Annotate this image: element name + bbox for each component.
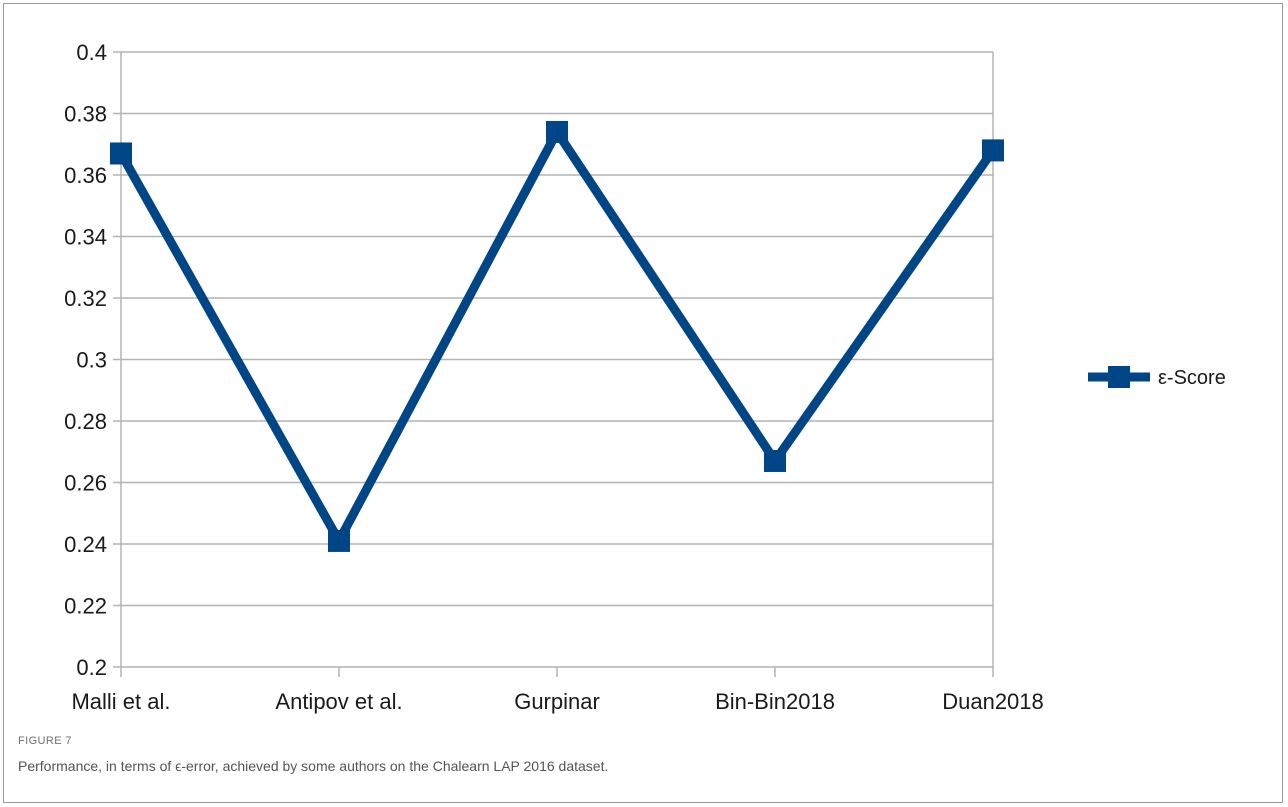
y-tick-label: 0.36 <box>64 163 107 188</box>
x-tick-label: Gurpinar <box>514 689 600 714</box>
y-tick-label: 0.26 <box>64 471 107 496</box>
legend-marker-swatch <box>1108 366 1130 388</box>
y-tick-label: 0.34 <box>64 225 107 250</box>
x-tick-label: Duan2018 <box>942 689 1044 714</box>
y-axis-ticks: 0.2 0.22 0.24 0.26 0.28 0.3 0.32 0.34 0.36 0.38 0.… <box>64 40 107 680</box>
figure-caption: Performance, in terms of ϵ-error, achiev… <box>18 758 609 774</box>
x-tick-label: Bin-Bin2018 <box>715 689 835 714</box>
data-point-marker <box>982 139 1004 162</box>
figure-frame <box>3 3 1283 803</box>
y-tick-label: 0.22 <box>64 594 107 619</box>
data-point-marker <box>764 449 786 472</box>
data-point-marker <box>546 120 568 143</box>
series-markers <box>110 120 1004 552</box>
y-tick-label: 0.32 <box>64 286 107 311</box>
grid-lines <box>121 51 993 668</box>
y-tick-label: 0.38 <box>64 102 107 127</box>
y-tick-label: 0.28 <box>64 409 107 434</box>
y-tick-label: 0.2 <box>76 655 107 680</box>
y-tick-label: 0.24 <box>64 532 107 557</box>
legend-label: ε-Score <box>1158 367 1226 389</box>
y-tick-label: 0.3 <box>76 348 107 373</box>
series-line <box>117 123 997 551</box>
y-tick-label: 0.4 <box>76 40 107 65</box>
x-axis-ticks: Malli et al. Antipov et al. Gurpinar Bin-Bi… <box>71 689 1043 714</box>
figure-label: FIGURE 7 <box>18 735 72 747</box>
series-lines <box>117 123 997 551</box>
data-point-marker <box>328 529 350 552</box>
x-tick-label: Malli et al. <box>71 689 170 714</box>
legend: ε-Score <box>1088 366 1226 389</box>
data-point-marker <box>110 142 132 165</box>
x-tick-label: Antipov et al. <box>275 689 402 714</box>
